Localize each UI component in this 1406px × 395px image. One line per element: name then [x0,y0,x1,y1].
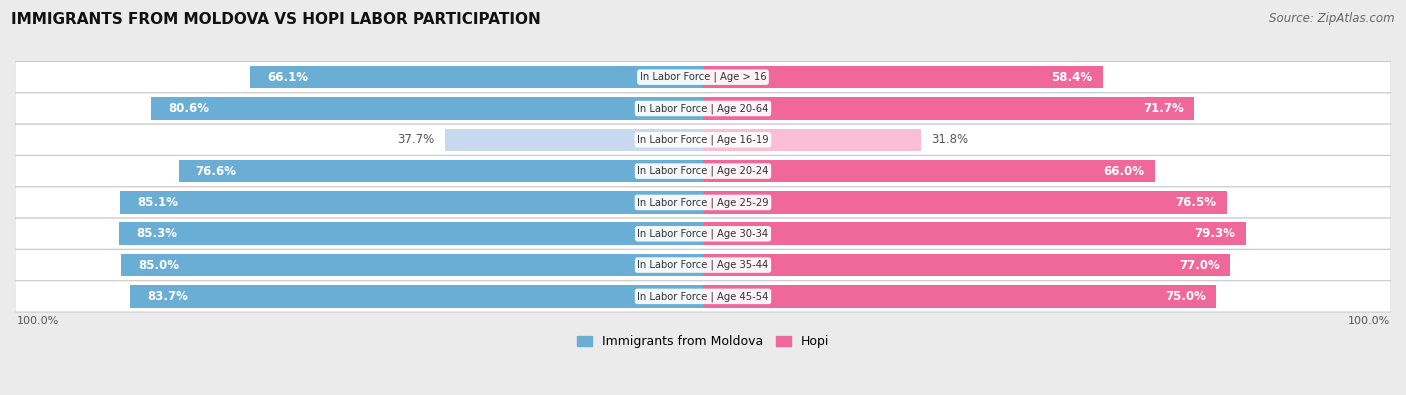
Text: 58.4%: 58.4% [1052,71,1092,84]
Text: 80.6%: 80.6% [169,102,209,115]
Text: IMMIGRANTS FROM MOLDOVA VS HOPI LABOR PARTICIPATION: IMMIGRANTS FROM MOLDOVA VS HOPI LABOR PA… [11,12,541,27]
FancyBboxPatch shape [15,281,1391,312]
Text: In Labor Force | Age 30-34: In Labor Force | Age 30-34 [637,228,769,239]
Text: 79.3%: 79.3% [1195,227,1236,240]
FancyBboxPatch shape [15,124,1391,156]
FancyBboxPatch shape [15,249,1391,281]
Text: 66.0%: 66.0% [1104,165,1144,178]
FancyBboxPatch shape [15,62,1391,93]
Text: 66.1%: 66.1% [267,71,308,84]
FancyBboxPatch shape [15,156,1391,187]
Text: 100.0%: 100.0% [1347,316,1389,326]
Text: In Labor Force | Age 20-24: In Labor Force | Age 20-24 [637,166,769,177]
Text: Source: ZipAtlas.com: Source: ZipAtlas.com [1270,12,1395,25]
Bar [120,222,703,245]
Text: 77.0%: 77.0% [1180,259,1220,272]
Text: 75.0%: 75.0% [1166,290,1206,303]
Text: 37.7%: 37.7% [398,133,434,146]
Text: 85.3%: 85.3% [136,227,177,240]
Text: 76.5%: 76.5% [1175,196,1216,209]
Text: In Labor Force | Age > 16: In Labor Force | Age > 16 [640,72,766,83]
Text: 100.0%: 100.0% [17,316,59,326]
Text: In Labor Force | Age 20-64: In Labor Force | Age 20-64 [637,103,769,114]
FancyBboxPatch shape [15,93,1391,124]
Bar [703,285,1216,308]
Bar [703,254,1230,276]
Text: In Labor Force | Age 25-29: In Labor Force | Age 25-29 [637,197,769,208]
Bar [703,128,921,151]
Legend: Immigrants from Moldova, Hopi: Immigrants from Moldova, Hopi [574,332,832,352]
Bar [129,285,703,308]
Bar [121,191,703,214]
Bar [703,191,1226,214]
FancyBboxPatch shape [15,218,1391,249]
Text: 76.6%: 76.6% [195,165,236,178]
Bar [703,66,1102,88]
Text: 83.7%: 83.7% [148,290,188,303]
Text: 85.1%: 85.1% [138,196,179,209]
Text: In Labor Force | Age 16-19: In Labor Force | Age 16-19 [637,135,769,145]
Bar [703,160,1154,182]
FancyBboxPatch shape [15,187,1391,218]
Bar [703,97,1194,120]
Bar [121,254,703,276]
Text: In Labor Force | Age 45-54: In Labor Force | Age 45-54 [637,291,769,302]
Text: 85.0%: 85.0% [138,259,179,272]
Bar [250,66,703,88]
Bar [179,160,703,182]
Text: 71.7%: 71.7% [1143,102,1184,115]
Bar [703,222,1246,245]
Bar [152,97,703,120]
Bar [444,128,703,151]
Text: In Labor Force | Age 35-44: In Labor Force | Age 35-44 [637,260,769,270]
Text: 31.8%: 31.8% [931,133,969,146]
